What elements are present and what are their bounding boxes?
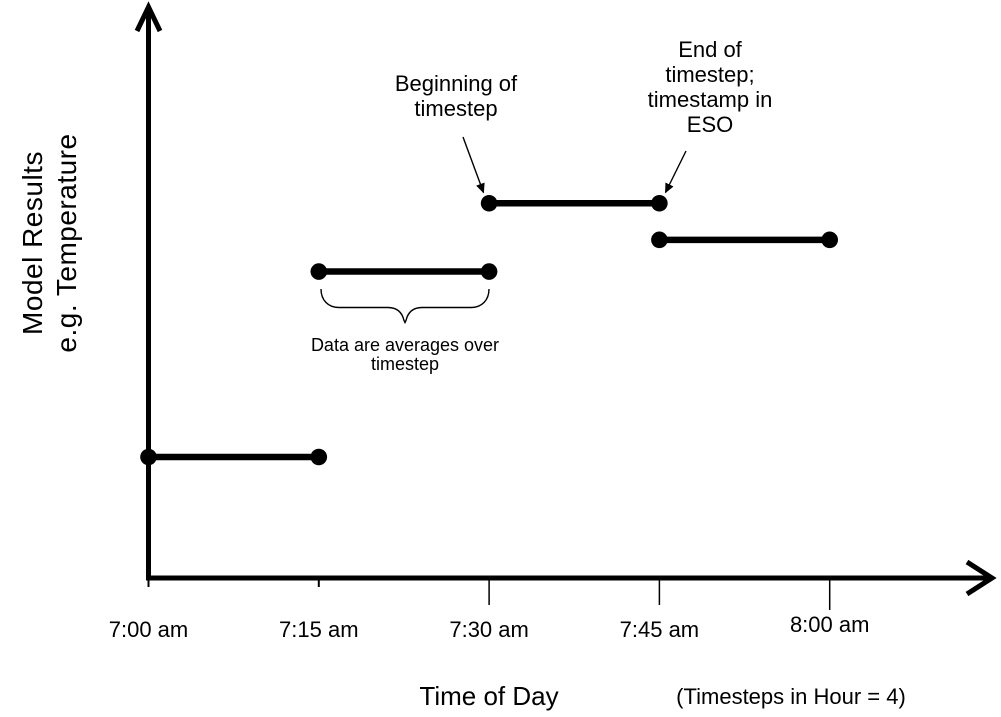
x-axis-arrowhead-icon [965, 559, 997, 597]
leader-arrow-end-icon [664, 150, 687, 194]
data-point-dot [821, 231, 838, 249]
x-axis-ticks [147, 580, 831, 610]
y-axis-arrowhead-icon [134, 1, 163, 33]
x-axis [146, 559, 997, 597]
data-point-dot [310, 263, 328, 280]
data-point-dot [480, 263, 498, 280]
x-tick-label: 7:45 am [619, 617, 700, 642]
x-tick-label: 7:00 am [108, 617, 189, 642]
data-point-dot [310, 448, 328, 466]
data-point-dot [480, 194, 498, 212]
brace-icon [320, 288, 490, 325]
x-tick-label: 7:30 am [449, 617, 529, 642]
data-point-dot [651, 231, 668, 249]
y-axis-label: Model Results e.g. Temperature [17, 133, 82, 353]
x-axis-note: (Timesteps in Hour = 4) [676, 684, 906, 709]
data-point-dot [651, 194, 668, 212]
x-tick-label: 7:15 am [279, 617, 359, 642]
leader-arrow-beginning-icon [462, 136, 485, 194]
y-axis [134, 1, 163, 580]
annotation-beginning-of-timestep: Beginning of timestep [394, 71, 518, 121]
annotation-end-of-timestep: End of timestep; timestamp in ESO [647, 37, 773, 137]
data-segments [140, 194, 838, 466]
x-axis-title: Time of Day [419, 681, 559, 711]
annotation-data-averages: Data are averages over timestep [310, 335, 500, 374]
data-point-dot [140, 448, 157, 466]
x-tick-label: 8:00 am [789, 612, 870, 637]
